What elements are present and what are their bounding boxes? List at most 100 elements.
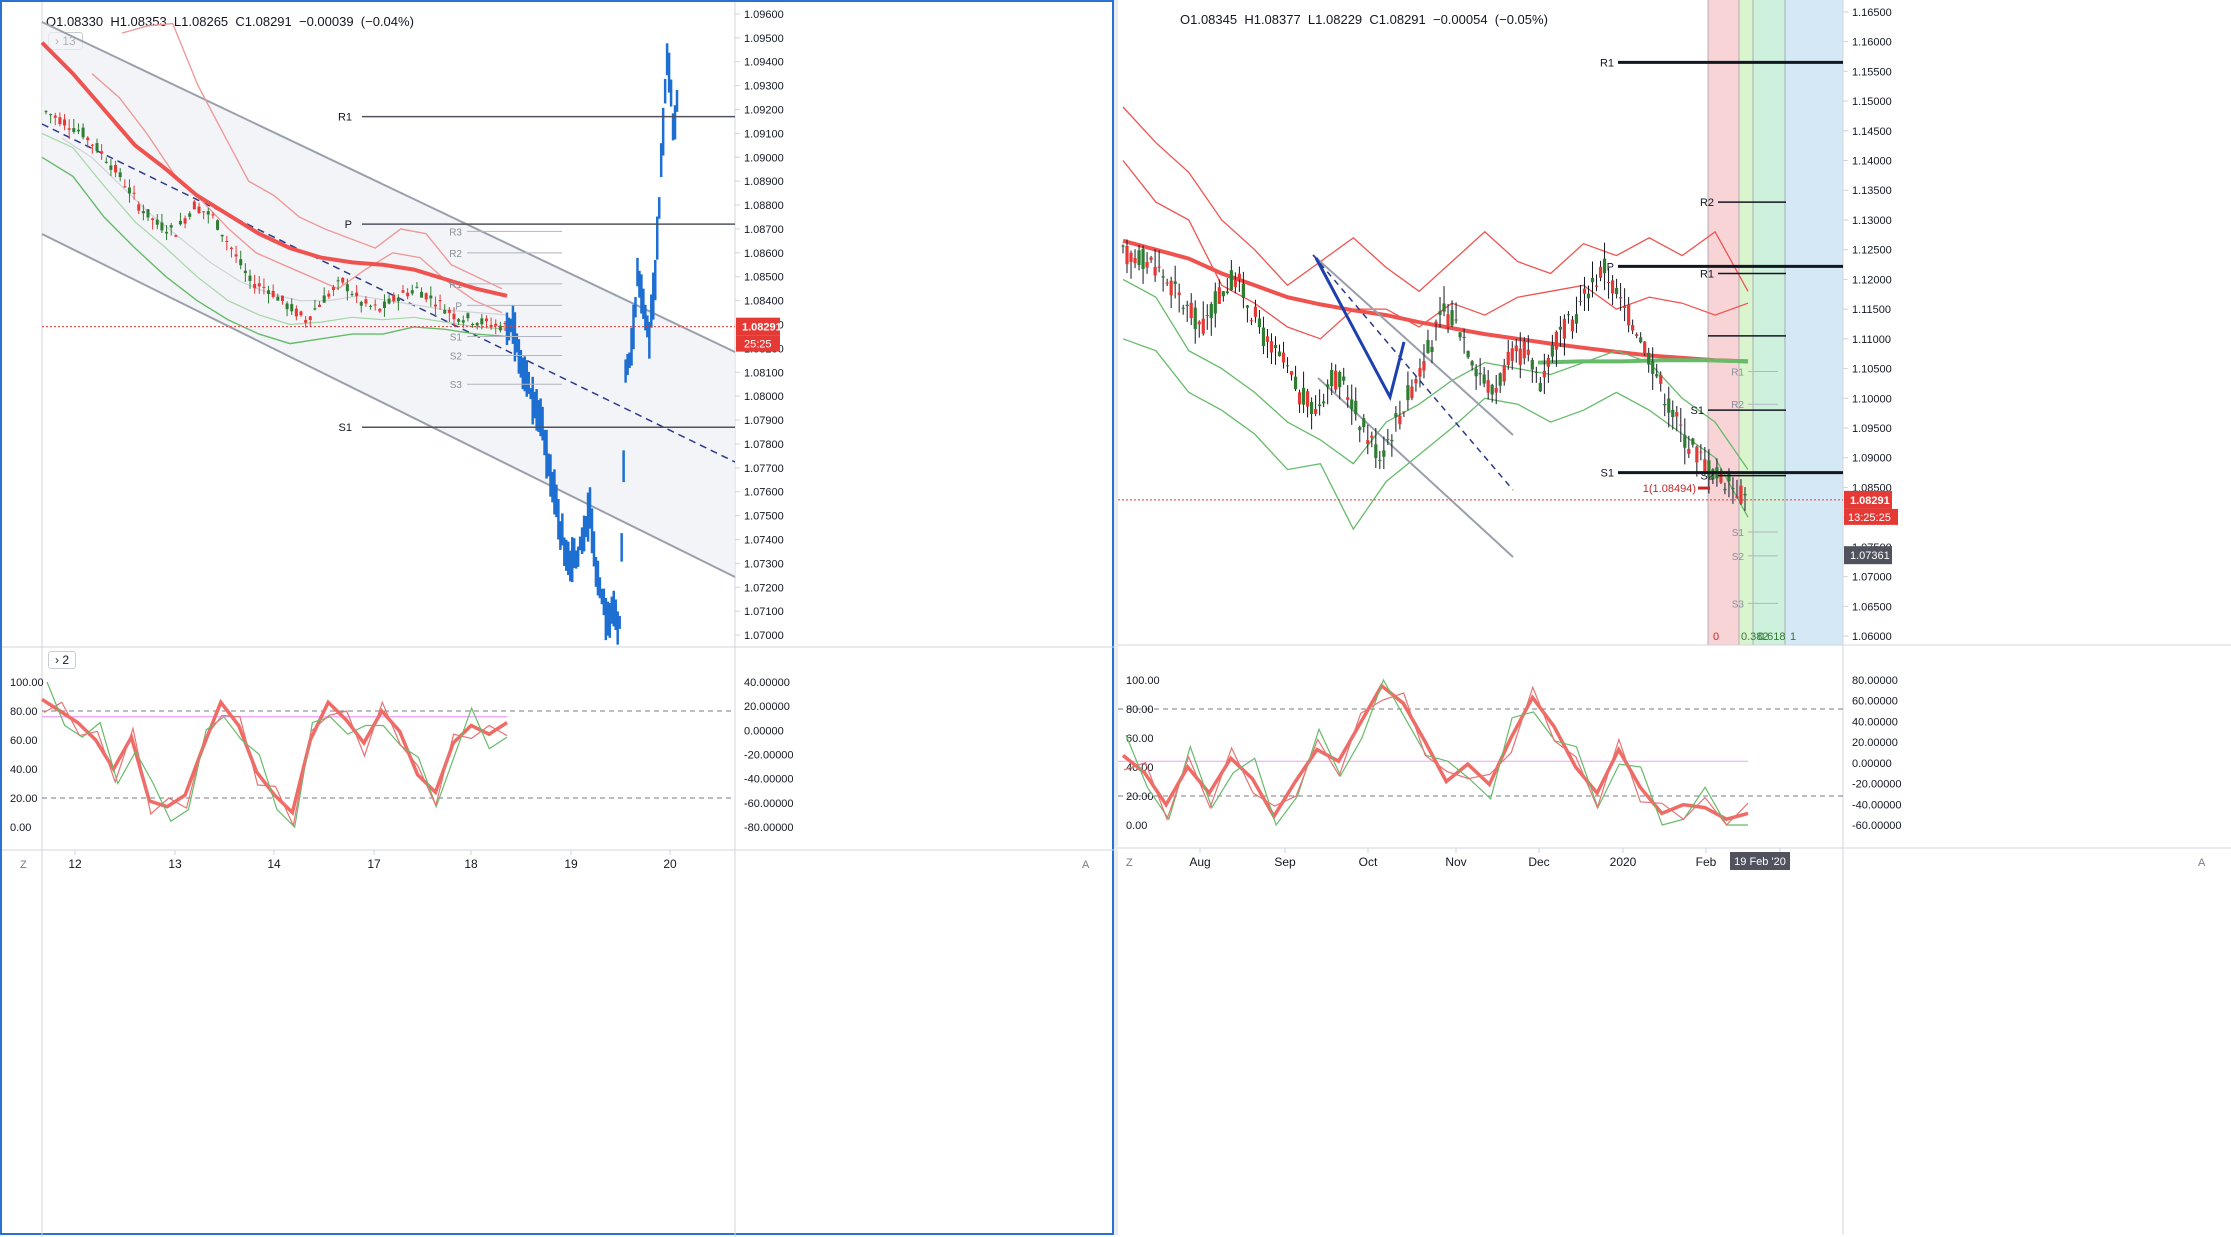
candle-body	[1394, 413, 1398, 418]
candle-body	[216, 220, 220, 230]
candle-body	[1679, 424, 1683, 426]
candle-body	[1639, 337, 1643, 343]
candle-body	[1510, 348, 1514, 361]
price-tick-label: 1.16500	[1852, 7, 1892, 19]
left-price-chart[interactable]: R1 P S1 R3 R2 R1 P S1 S2 S3 1.09600 1.09500 1.09400 1…	[2, 2, 1116, 1237]
osc-right-tick: 20.00000	[1852, 737, 1898, 749]
candle-body	[1659, 374, 1663, 384]
candle-body	[1651, 361, 1655, 374]
osc-fast-green	[1125, 678, 1748, 827]
candle-body	[1506, 351, 1510, 365]
osc-left-tick: 0.00	[10, 822, 31, 834]
candle-body	[1582, 288, 1587, 294]
candle-body	[1502, 365, 1506, 382]
time-tick-label: 18	[464, 857, 478, 871]
candle-body	[86, 137, 90, 141]
candle-body	[1454, 319, 1458, 321]
candle-body	[276, 296, 280, 301]
candle-body	[1129, 252, 1133, 263]
candle-body	[1257, 318, 1262, 328]
minor-pivot-label: R1	[449, 280, 462, 291]
minor-pivot-label: S1	[1732, 528, 1745, 539]
time-tick-label: Nov	[1445, 855, 1466, 869]
candle-body	[1542, 370, 1546, 378]
price-tick-label: 1.06000	[1852, 631, 1892, 643]
candle-body	[109, 165, 113, 170]
candle-body	[1458, 332, 1462, 338]
candle-body	[1442, 303, 1446, 312]
candle-body	[1285, 365, 1290, 367]
candle-body	[1149, 257, 1153, 260]
candle-body	[461, 320, 465, 323]
candle-body	[1314, 409, 1318, 414]
candle-body	[1145, 261, 1149, 268]
osc-left-tick: 80.00	[1126, 704, 1154, 716]
candle-body	[1181, 307, 1185, 309]
price-tick-label: 1.13000	[1852, 215, 1892, 227]
channel-median-line	[1312, 254, 1514, 491]
candle-body	[457, 319, 461, 322]
minor-pivot-label: S2	[1732, 552, 1745, 563]
channel-lower-line	[41, 233, 736, 578]
minor-pivot-label: R1	[1731, 368, 1744, 379]
candle-body	[1711, 469, 1715, 480]
left-chart-pane[interactable]: O1.08330 H1.08353 L1.08265 C1.08291 −0.0…	[0, 0, 1116, 1237]
candle-body	[1265, 336, 1270, 342]
indicator-count: 2	[62, 653, 70, 667]
candle-body	[1635, 334, 1639, 337]
candle-body	[1462, 337, 1466, 339]
candle-body	[267, 290, 271, 295]
price-label-bg	[736, 317, 780, 336]
candle-body	[1137, 250, 1141, 266]
countdown-label: 13:25:25	[1848, 512, 1891, 524]
candle-body	[433, 304, 437, 307]
candle-body	[1217, 287, 1221, 304]
osc-left-tick: 20.00	[10, 793, 38, 805]
axis-mode-z[interactable]: Z	[1126, 857, 1133, 869]
axis-mode-z[interactable]: Z	[20, 859, 27, 871]
pane-divider[interactable]	[1114, 0, 1118, 1235]
price-tick-label: 1.07200	[744, 582, 784, 594]
candle-body	[503, 322, 507, 324]
candle-body	[331, 287, 335, 290]
candle-body	[58, 117, 62, 125]
price-tick-label: 1.09000	[1852, 453, 1892, 465]
candle-body	[1739, 485, 1743, 504]
candle-body	[1354, 400, 1358, 415]
date-tooltip: 19 Feb '20	[1734, 856, 1786, 868]
osc-left-tick: 40.00	[10, 764, 38, 776]
candle-body	[1322, 401, 1326, 404]
price-label-bg	[1844, 490, 1892, 509]
osc-right-tick: -40.00000	[744, 774, 794, 786]
minor-pivot-label: R2	[1731, 400, 1744, 411]
candle-body	[234, 254, 238, 257]
candle-body	[313, 308, 317, 310]
osc-right-tick: -20.00000	[744, 750, 794, 762]
oscillator-collapse-button[interactable]: › 2	[48, 651, 77, 669]
candle-body	[1225, 291, 1229, 293]
candle-body	[294, 308, 298, 317]
osc-fast-red	[1123, 685, 1749, 826]
candle-body	[1193, 307, 1197, 329]
candle-body	[1474, 368, 1478, 377]
price-tick-label: 1.10000	[1852, 393, 1892, 405]
candle-body	[420, 291, 424, 298]
candle-body	[1177, 292, 1181, 296]
pivot-label: S1	[1691, 405, 1704, 417]
osc-left-tick: 80.00	[10, 706, 38, 718]
candle-body	[49, 114, 53, 116]
axis-mode-a[interactable]: A	[2198, 857, 2206, 869]
countdown-bg	[736, 335, 780, 352]
price-tick-label: 1.15000	[1852, 96, 1892, 108]
price-tick-label: 1.08900	[744, 176, 784, 188]
fib-level-label: 0.618	[1758, 631, 1786, 643]
candle-body	[1261, 327, 1266, 347]
candle-body	[1478, 373, 1482, 375]
right-chart-pane[interactable]: O1.08345 H1.08377 L1.08229 C1.08291 −0.0…	[1118, 0, 2231, 1235]
candle-body	[1534, 372, 1538, 374]
candle-body	[202, 211, 206, 213]
candle-body	[290, 304, 294, 312]
axis-mode-a[interactable]: A	[1082, 859, 1090, 871]
candle-body	[183, 218, 187, 224]
